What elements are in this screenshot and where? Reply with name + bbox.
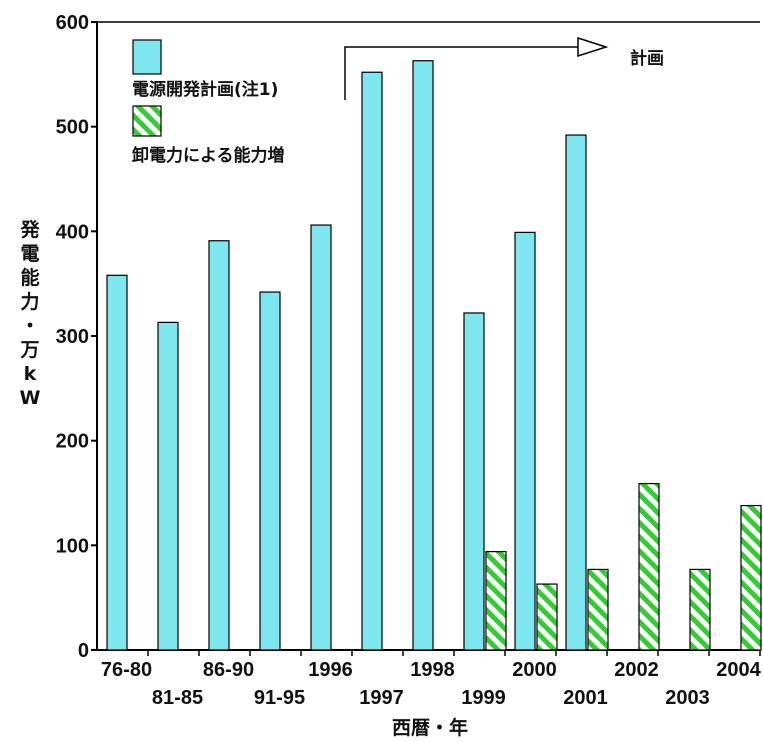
bar-development-plan-76-80 bbox=[106, 274, 128, 651]
legend-swatch-development-plan bbox=[132, 39, 162, 75]
bar-wholesale-power-2001 bbox=[587, 568, 609, 651]
y-axis-title: 発電能力・万 k W bbox=[19, 218, 40, 409]
x-tick-label: 2002 bbox=[614, 659, 659, 681]
x-tick-label: 2000 bbox=[512, 659, 557, 681]
legend-swatch-wholesale-power bbox=[132, 105, 162, 137]
y-tick-label: 300 bbox=[56, 326, 89, 348]
x-tick-label: 2004 bbox=[716, 659, 761, 681]
y-tick-label: 200 bbox=[56, 431, 89, 453]
bar-development-plan-86-90 bbox=[208, 240, 230, 651]
bar-development-plan-91-95 bbox=[259, 291, 281, 651]
plan-annotation: 計画 bbox=[344, 36, 664, 100]
y-tick-label: 600 bbox=[56, 12, 89, 34]
y-tick-label: 100 bbox=[56, 535, 89, 557]
x-tick-label: 1999 bbox=[461, 687, 506, 709]
y-tick-label: 0 bbox=[78, 640, 89, 662]
legend: 電源開発計画(注1) 卸電力による能力増 bbox=[132, 39, 285, 166]
bar-development-plan-81-85 bbox=[157, 321, 179, 651]
y-tick-label: 400 bbox=[56, 221, 89, 243]
legend-label-wholesale-power: 卸電力による能力増 bbox=[132, 145, 285, 166]
y-axis-ticks: 0 100 200 300 400 500 600 bbox=[56, 12, 97, 662]
bar-wholesale-power-2003 bbox=[689, 568, 711, 651]
x-tick-label: 91-95 bbox=[254, 687, 305, 709]
bar-wholesale-power-2004 bbox=[740, 504, 762, 651]
x-tick-label: 1998 bbox=[410, 659, 455, 681]
bar-development-plan-1998 bbox=[412, 60, 434, 651]
bar-development-plan-2001 bbox=[565, 134, 587, 651]
x-tick-label: 1996 bbox=[308, 659, 353, 681]
x-axis-title: 西暦・年 bbox=[392, 716, 468, 739]
bars bbox=[106, 60, 762, 651]
bar-development-plan-1996 bbox=[310, 224, 332, 651]
y-axis-title-text: 発電能力・万 k W bbox=[19, 218, 40, 409]
x-tick-label: 86-90 bbox=[203, 659, 254, 681]
x-tick-label: 81-85 bbox=[152, 687, 203, 709]
plan-arrow-head bbox=[577, 36, 609, 58]
x-tick-label: 2003 bbox=[665, 687, 710, 709]
x-tick-label: 76-80 bbox=[101, 659, 152, 681]
bar-development-plan-1997 bbox=[361, 71, 383, 651]
plan-label: 計画 bbox=[630, 48, 664, 69]
bar-development-plan-1999 bbox=[463, 312, 485, 651]
plan-arrow-line bbox=[344, 46, 580, 100]
x-tick-label: 1997 bbox=[359, 687, 404, 709]
y-tick-label: 500 bbox=[56, 117, 89, 139]
bar-wholesale-power-2002 bbox=[638, 482, 660, 651]
x-tick-label: 2001 bbox=[563, 687, 608, 709]
legend-label-development-plan: 電源開発計画(注1) bbox=[132, 79, 278, 100]
bar-wholesale-power-2000 bbox=[536, 583, 558, 651]
bar-development-plan-2000 bbox=[514, 231, 536, 651]
bar-wholesale-power-1999 bbox=[485, 551, 507, 651]
